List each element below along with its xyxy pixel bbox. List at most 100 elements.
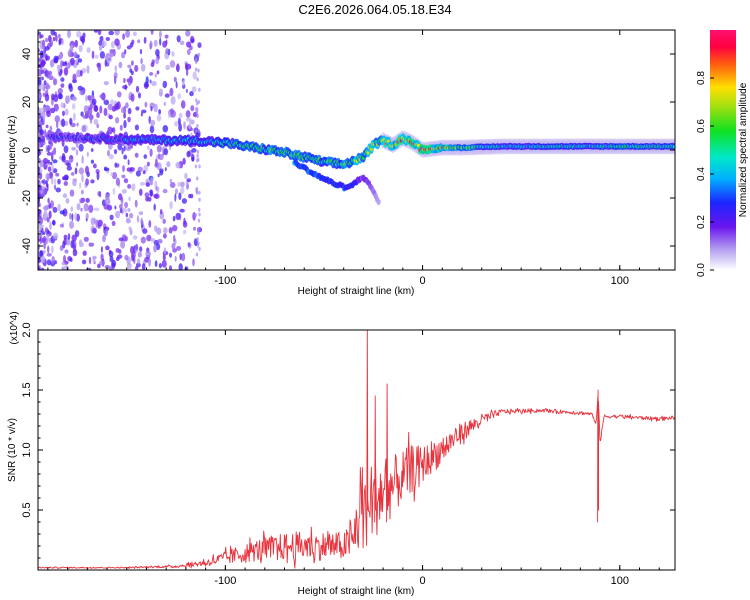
- noise-speckle: [181, 252, 186, 262]
- noise-speckle: [195, 252, 199, 257]
- noise-speckle: [127, 64, 132, 69]
- noise-speckle: [159, 88, 163, 93]
- noise-speckle: [74, 212, 78, 221]
- noise-speckle: [180, 186, 185, 195]
- noise-speckle: [163, 101, 166, 106]
- noise-speckle: [159, 209, 163, 215]
- noise-speckle: [135, 106, 140, 111]
- noise-speckle: [71, 234, 77, 242]
- noise-speckle: [149, 189, 154, 194]
- noise-speckle: [175, 161, 181, 169]
- noise-speckle: [140, 57, 143, 65]
- noise-speckle: [61, 39, 64, 46]
- noise-speckle: [174, 193, 177, 202]
- noise-speckle: [189, 91, 194, 97]
- noise-speckle: [183, 121, 186, 130]
- noise-speckle: [191, 86, 197, 93]
- noise-speckle: [158, 153, 164, 161]
- noise-speckle: [58, 33, 61, 39]
- noise-speckle: [181, 198, 187, 204]
- branch-mark: [376, 199, 381, 205]
- noise-speckle: [195, 98, 198, 103]
- noise-speckle: [79, 182, 82, 189]
- noise-speckle: [174, 255, 177, 262]
- noise-speckle: [169, 178, 172, 183]
- noise-speckle: [90, 179, 95, 184]
- noise-speckle: [144, 101, 148, 108]
- noise-speckle: [172, 215, 176, 222]
- noise-speckle: [59, 223, 64, 228]
- noise-speckle: [119, 208, 123, 214]
- noise-speckle: [171, 51, 175, 57]
- noise-speckle: [87, 95, 92, 101]
- noise-speckle: [156, 186, 160, 194]
- noise-speckle: [42, 235, 47, 243]
- noise-speckle: [110, 172, 114, 177]
- noise-speckle: [158, 109, 162, 115]
- noise-speckle: [41, 110, 46, 119]
- noise-speckle: [96, 172, 100, 181]
- noise-speckle: [69, 189, 75, 197]
- noise-speckle: [40, 189, 46, 196]
- noise-speckle: [127, 107, 132, 115]
- noise-speckle: [104, 55, 110, 60]
- noise-speckle: [42, 250, 46, 254]
- chart-title: C2E6.2026.064.05.18.E34: [298, 2, 451, 17]
- noise-speckle: [86, 151, 89, 157]
- noise-speckle: [185, 30, 191, 37]
- noise-speckle: [107, 149, 110, 157]
- noise-speckle: [78, 45, 83, 53]
- noise-speckle: [99, 51, 105, 59]
- noise-speckle: [69, 84, 73, 92]
- noise-speckle: [82, 115, 88, 119]
- noise-speckle: [81, 155, 84, 164]
- noise-speckle: [196, 149, 200, 154]
- noise-speckle: [86, 47, 91, 53]
- noise-speckle: [180, 181, 185, 187]
- noise-speckle: [150, 62, 155, 68]
- noise-speckle: [121, 147, 124, 155]
- noise-speckle: [198, 212, 201, 217]
- noise-speckle: [57, 92, 62, 100]
- noise-speckle: [51, 245, 54, 254]
- noise-speckle: [169, 265, 172, 270]
- noise-speckle: [120, 200, 124, 207]
- noise-speckle: [196, 237, 199, 242]
- noise-speckle: [139, 246, 143, 252]
- spectrogram-ytick-label: 20: [21, 96, 33, 108]
- noise-speckle: [81, 259, 87, 265]
- noise-speckle: [138, 92, 141, 99]
- noise-speckle: [108, 114, 113, 120]
- noise-speckle: [169, 182, 176, 188]
- noise-speckle: [115, 248, 120, 253]
- noise-speckle: [122, 85, 128, 90]
- noise-speckle: [169, 201, 173, 210]
- noise-speckle: [78, 167, 85, 175]
- noise-speckle: [40, 60, 47, 65]
- noise-speckle: [127, 116, 131, 123]
- noise-speckle: [178, 263, 183, 270]
- noise-speckle: [149, 40, 153, 49]
- noise-speckle: [60, 102, 65, 108]
- noise-speckle: [114, 30, 120, 36]
- noise-speckle: [63, 234, 68, 240]
- noise-speckle: [85, 95, 88, 102]
- spectrogram-ytick-label: -40: [21, 238, 33, 254]
- noise-speckle: [109, 214, 114, 221]
- noise-speckle: [75, 149, 79, 156]
- noise-speckle: [69, 220, 75, 229]
- noise-speckle: [85, 197, 90, 203]
- noise-speckle: [67, 49, 73, 58]
- noise-speckle: [196, 123, 199, 128]
- noise-speckle: [97, 30, 102, 36]
- noise-speckle: [97, 63, 102, 72]
- noise-speckle: [83, 105, 89, 114]
- snr-xlabel: Height of straight line (km): [298, 586, 415, 597]
- colorbar-ticks: 0.0 0.2 0.4 0.6 0.8: [696, 71, 714, 277]
- noise-speckle: [89, 116, 93, 124]
- noise-speckle: [144, 83, 150, 88]
- noise-speckle: [64, 108, 69, 116]
- noise-speckle: [55, 187, 61, 193]
- colorbar-tick-label: 0.4: [696, 167, 707, 181]
- noise-speckle: [125, 217, 131, 223]
